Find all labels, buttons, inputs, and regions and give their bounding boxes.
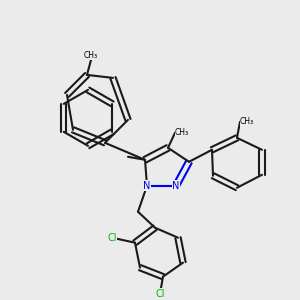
Text: Cl: Cl bbox=[155, 289, 165, 298]
Text: N: N bbox=[172, 181, 180, 191]
Text: CH₃: CH₃ bbox=[240, 117, 254, 126]
Text: CH₃: CH₃ bbox=[84, 51, 98, 60]
Text: N: N bbox=[143, 181, 151, 191]
Text: CH₃: CH₃ bbox=[175, 128, 189, 137]
Text: Cl: Cl bbox=[107, 233, 117, 243]
